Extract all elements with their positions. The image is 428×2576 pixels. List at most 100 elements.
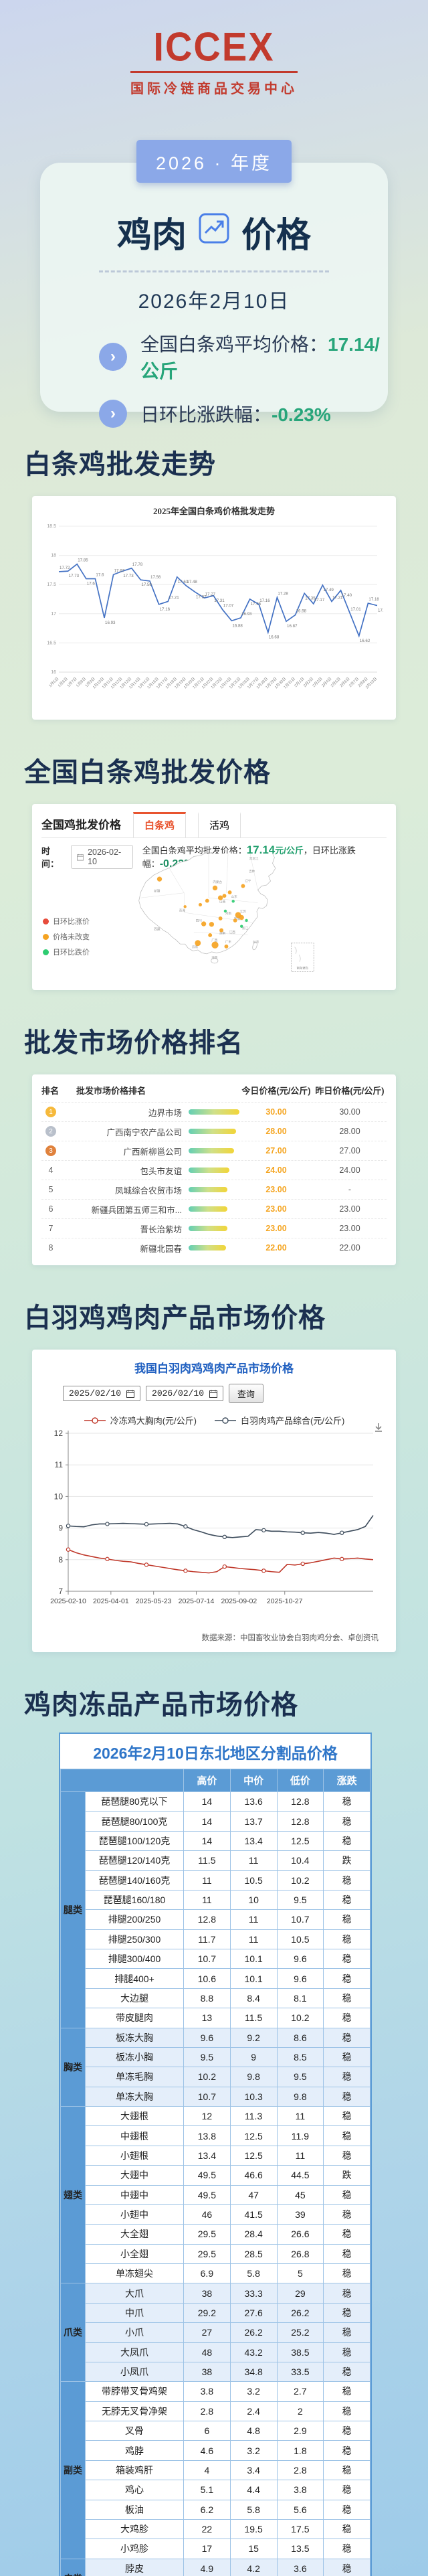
- price-cell: 4: [183, 2460, 231, 2481]
- product-name: 中翅中: [85, 2184, 184, 2205]
- legend-label-up: 日环比涨价: [53, 918, 90, 926]
- col-change: 涨跌: [323, 1769, 370, 1792]
- ranking-row: 5 凤城综合农贸市场 23.00 -: [41, 1180, 387, 1199]
- svg-text:17.6: 17.6: [96, 572, 104, 577]
- ranking-row: 6 新疆兵团第五师三和市... 23.00 23.00: [41, 1199, 387, 1218]
- price-cell: 3.8: [276, 2480, 324, 2500]
- svg-text:河南: 河南: [225, 911, 232, 915]
- cuts-row: 小鸡胗 17 15 13.5 稳: [61, 2539, 370, 2559]
- price-cell: 26.2: [229, 2322, 278, 2343]
- title-right: 价格: [241, 216, 312, 255]
- price-cell: 13.4: [183, 2145, 231, 2166]
- yesterday-price: -: [348, 1185, 352, 1194]
- market-name: 边界市场: [148, 1108, 182, 1118]
- price-cell: 9.8: [229, 2067, 278, 2087]
- price-cell: 28.4: [229, 2224, 278, 2245]
- time-label: 时间：: [41, 846, 60, 869]
- svg-text:江西: 江西: [229, 930, 236, 935]
- price-cell: 9.5: [276, 1889, 324, 1911]
- query-button[interactable]: 查询: [229, 1384, 264, 1403]
- price-cell: 2: [276, 2401, 324, 2422]
- cuts-row: 琵琶腿120/140克 11.5 11 10.4 跌: [61, 1850, 370, 1871]
- legend-dot-down: [43, 949, 49, 955]
- legend-marker-icon: [215, 1417, 236, 1424]
- price-cell: 5.6: [276, 2499, 324, 2520]
- svg-text:17.27: 17.27: [205, 592, 216, 596]
- svg-text:16.68: 16.68: [269, 635, 280, 640]
- yesterday-price: 30.00: [339, 1107, 360, 1117]
- product-name: 小全翅: [85, 2243, 184, 2265]
- yesterday-price: 22.00: [339, 1243, 360, 1253]
- tab-huoji[interactable]: 活鸡: [198, 812, 241, 837]
- product-name: 无脖无叉骨净架: [85, 2401, 184, 2422]
- cuts-row: 小全翅 29.5 28.5 26.8 稳: [61, 2243, 370, 2265]
- price-cell: 10.1: [229, 1968, 278, 1989]
- svg-text:17.40: 17.40: [342, 593, 352, 598]
- price-cell: 22: [183, 2518, 231, 2540]
- price-cell: 8.1: [276, 1988, 324, 2009]
- dashed-divider: [99, 270, 329, 272]
- legend-item: 白羽肉鸡产品综合(元/公斤): [214, 1414, 344, 1427]
- today-price: 23.00: [265, 1204, 287, 1214]
- download-icon[interactable]: [373, 1422, 384, 1436]
- product-name: 琵琶腿80/100克: [85, 1811, 184, 1832]
- price-cell: 12.5: [229, 2125, 278, 2146]
- title-left: 鸡肉: [116, 216, 187, 255]
- ranking-row: 1 边界市场 30.00 30.00: [41, 1102, 387, 1121]
- price-cell: 13.7: [229, 1811, 278, 1832]
- rank-badge: 8: [48, 1243, 54, 1253]
- col-mid: 中价: [229, 1769, 278, 1792]
- cuts-row: 带皮腿肉 13 11.5 10.2 稳: [61, 2008, 370, 2028]
- product-name: 鸡心: [85, 2480, 184, 2500]
- price-cell: 9.6: [276, 1968, 324, 1989]
- price-cell: 8.8: [183, 1988, 231, 2009]
- brand-subtitle: 国际冷链商品交易中心: [130, 71, 298, 97]
- price-cell: 25.2: [276, 2322, 324, 2343]
- col-today: 今日价格(元/公斤): [241, 1086, 311, 1096]
- price-cell: 14: [183, 1791, 231, 1812]
- svg-text:17.49: 17.49: [323, 588, 334, 592]
- price-cell: 6.2: [183, 2499, 231, 2520]
- price-cell: 4.2: [229, 2558, 278, 2576]
- product-name: 小爪: [85, 2322, 184, 2343]
- price-cell: 26.2: [276, 2302, 324, 2324]
- svg-text:16.93: 16.93: [105, 621, 116, 625]
- ranking-card: 排名 批发市场价格排名 今日价格(元/公斤) 昨日价格(元/公斤) 1 边界市场 3…: [32, 1074, 396, 1265]
- price-cell: 稳: [323, 2420, 370, 2441]
- cuts-row: 单冻翅尖 6.9 5.8 5 稳: [61, 2263, 370, 2284]
- svg-text:内蒙古: 内蒙古: [213, 880, 222, 884]
- price-cell: 1.8: [276, 2440, 324, 2461]
- date-to-input[interactable]: 2026/02/10: [146, 1386, 224, 1401]
- cuts-row: 单冻大胸 10.7 10.3 9.8 稳: [61, 2086, 370, 2107]
- report-date: 2026年2月10日: [138, 291, 290, 313]
- calendar-icon: [77, 854, 84, 861]
- svg-text:17.01: 17.01: [350, 607, 361, 612]
- price-cell: 11.7: [183, 1929, 231, 1950]
- today-price: 23.00: [265, 1224, 287, 1233]
- price-cell: 12.5: [229, 2145, 278, 2166]
- price-cell: 稳: [323, 2086, 370, 2107]
- market-name: 晋长治紫坊: [140, 1224, 182, 1234]
- date-input[interactable]: 2026-02-10: [71, 845, 133, 869]
- brand-header: ICCEX 国际冷链商品交易中心: [0, 0, 428, 97]
- price-cell: 稳: [323, 2184, 370, 2205]
- price-cell: 33.3: [229, 2283, 278, 2304]
- cuts-row: 琵琶腿140/160克 11 10.5 10.2 稳: [61, 1870, 370, 1890]
- price-cell: 10.2: [276, 2008, 324, 2028]
- cuts-row: 胸类 板冻大胸 9.6 9.2 8.6 稳: [60, 2027, 370, 2107]
- page-title: 鸡肉 价格: [40, 163, 388, 257]
- price-cell: 5.8: [229, 2263, 278, 2284]
- svg-text:7: 7: [58, 1587, 63, 1596]
- price-cell: 26.6: [276, 2224, 324, 2245]
- date-from-input[interactable]: 2025/02/10: [63, 1386, 141, 1401]
- price-cell: 15: [229, 2539, 278, 2559]
- tab-baitiaoji[interactable]: 白条鸡: [133, 812, 187, 837]
- price-cell: 10.6: [183, 1968, 231, 1989]
- price-cell: 17.5: [276, 2518, 324, 2540]
- price-cell: 稳: [323, 2539, 370, 2559]
- china-map: 南海诸岛 新疆 西藏 青海 内蒙古 黑龙江 吉林 辽宁 山西 山东 河南 江苏 安徽 浙江 江西 湖南 四川 云南…: [72, 841, 360, 977]
- price-cell: 13.4: [229, 1830, 278, 1852]
- cuts-row: 叉骨 6 4.8 2.9 稳: [61, 2420, 370, 2441]
- legend-item: 冷冻鸡大胸肉(元/公斤): [84, 1414, 197, 1427]
